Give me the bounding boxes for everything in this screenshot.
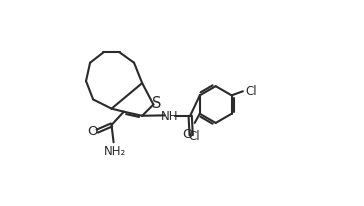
Text: S: S <box>153 95 162 110</box>
Text: Cl: Cl <box>189 130 201 143</box>
Text: NH: NH <box>161 110 178 123</box>
Text: O: O <box>182 127 193 140</box>
Text: Cl: Cl <box>245 84 257 97</box>
Text: NH₂: NH₂ <box>103 145 126 158</box>
Text: O: O <box>87 124 98 137</box>
